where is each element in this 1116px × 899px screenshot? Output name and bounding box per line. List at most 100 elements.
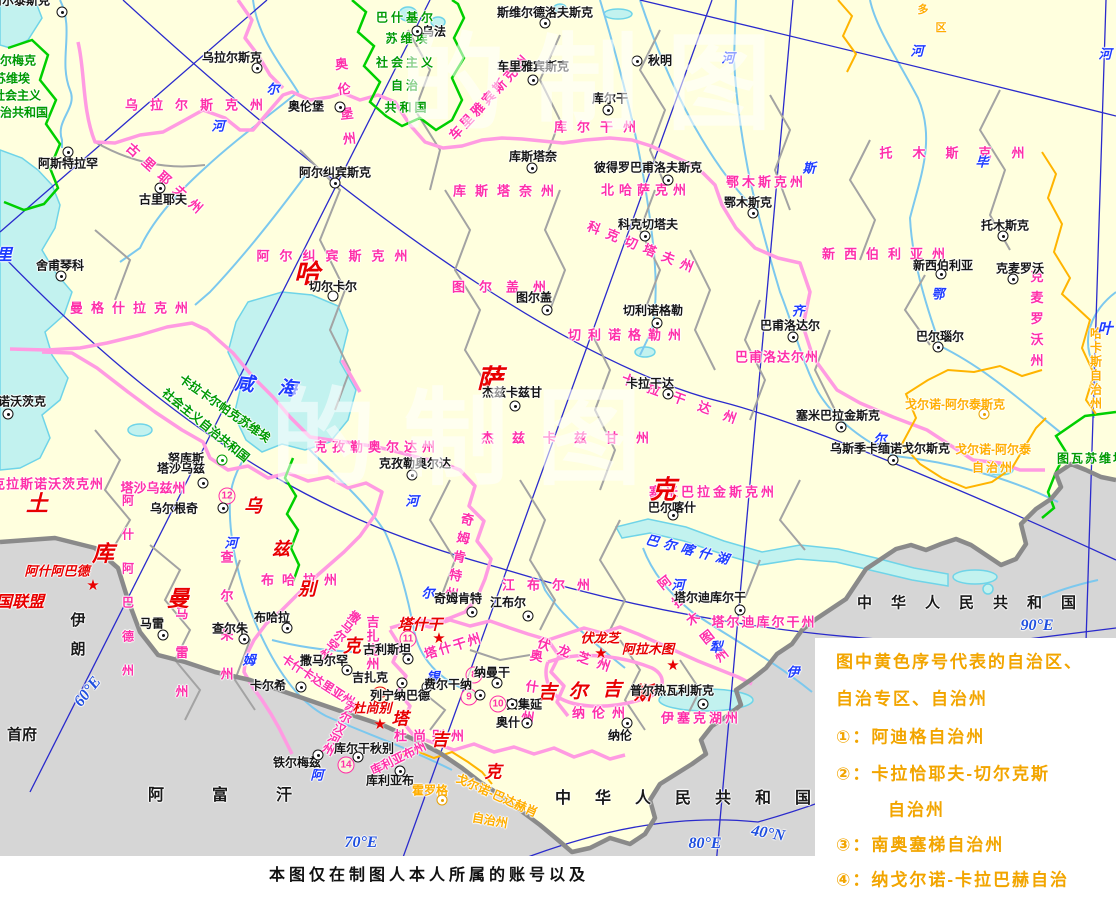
oblast-label: 伊塞克湖州 (660, 710, 742, 726)
city-marker (411, 25, 423, 37)
city-marker (491, 677, 503, 689)
city-label: 查尔朱 (211, 621, 249, 636)
city-marker (787, 331, 799, 343)
city-label: 巴尔喀什 (647, 500, 697, 515)
city-label: 努库斯 (167, 451, 205, 466)
city-marker (474, 689, 486, 701)
circled-number: 8 (465, 666, 483, 684)
oblast-label: 克麦罗沃州 (1028, 269, 1044, 375)
capital-star-marker: ★ (86, 577, 100, 594)
city-label: 卡尔希 (249, 678, 287, 693)
city-marker (506, 698, 518, 710)
city-marker (334, 101, 346, 113)
legend-line: ②：卡拉恰耶夫-切尔克斯 (836, 764, 1051, 784)
water-label: 叶 (1097, 320, 1113, 338)
circled-number: 13 (371, 686, 389, 704)
city-marker (539, 17, 551, 29)
city-label: 铁尔梅兹 (272, 755, 322, 770)
legend-line: 图中黄色序号代表的自治区、 (836, 652, 1083, 672)
oblast-label: 切利诺格勒州 (567, 327, 689, 343)
republic-label: 塔什干 (397, 616, 443, 634)
water-label: 河 (1098, 46, 1112, 62)
water-label: 斯 (802, 160, 816, 176)
republic-label: 萨 (476, 363, 504, 394)
city-marker (509, 400, 521, 412)
city-marker (402, 653, 414, 665)
city-marker (406, 469, 418, 481)
city-marker (631, 55, 643, 67)
city-marker (621, 717, 633, 729)
city-marker (639, 230, 651, 242)
capital-star-marker: ★ (594, 645, 608, 662)
city-marker (526, 162, 538, 174)
autonomous-label: 自治州 (971, 460, 1015, 475)
oblast-label: 北哈萨克州 (600, 182, 692, 198)
city-label: 布哈拉 (253, 610, 291, 625)
oblast-label: 乌拉尔斯克州 (124, 97, 276, 113)
assr-borders (3, 0, 1116, 583)
oblast-label: 杰兹卡兹甘州 (480, 430, 668, 446)
water-label: 犁 (709, 639, 723, 655)
city-label: 乌尔根奇 (149, 501, 199, 516)
oblast-label: 查尔朱州 (218, 550, 234, 706)
city-marker (1007, 273, 1019, 285)
city-label: 阿尔纠宾斯克 (298, 165, 372, 180)
city-label: 江布尔 (489, 595, 527, 610)
city-marker (62, 146, 74, 158)
republic-label: 阿拉木图 (621, 641, 675, 657)
oblast-label: 马雷州 (173, 606, 189, 724)
assr-label: 巴什基尔 (375, 10, 437, 25)
republic-label: 哈 (293, 258, 321, 289)
water-label: 姆 (242, 652, 256, 668)
city-marker (55, 270, 67, 282)
water-label: 里 (0, 241, 12, 265)
city-marker (436, 794, 448, 806)
republic-label: 吉 (537, 682, 557, 704)
lakes (0, 0, 1014, 712)
legend-line: ④：纳戈尔诺-卡拉巴赫自治 (836, 870, 1070, 890)
oblast-label: 布哈拉州 (260, 572, 346, 588)
republic-label: 乌 (244, 496, 262, 516)
city-label: 舍甫琴科 (35, 258, 85, 273)
city-label: 纳伦 (607, 728, 633, 743)
country-label: 中华人民共和国 (856, 594, 1096, 612)
autonomous-borders (393, 0, 1097, 785)
city-label: 奇姆肯特 (433, 591, 483, 606)
city-marker (667, 509, 679, 521)
water-label: 河 (224, 535, 238, 551)
city-label: 乌法 (421, 24, 447, 39)
republic-label: 兹 (272, 539, 290, 559)
republic-label: 克 (649, 474, 677, 505)
city-marker (329, 177, 341, 189)
assr-label: 卡尔梅克 (0, 53, 37, 68)
assr-label: 共和国 (384, 100, 430, 115)
assr-label: 图瓦苏维埃 (1056, 451, 1116, 466)
water-label: 尔 (266, 81, 280, 97)
state-border (0, 461, 1116, 855)
water-label: 鄂 (931, 286, 945, 302)
oblast-label: 塞米巴拉金斯克州 (648, 484, 778, 500)
city-marker (352, 751, 364, 763)
republic-label: 国联盟 (0, 594, 45, 611)
city-label: 克孜勒奥尔达 (378, 456, 452, 471)
city-label: 马雷 (139, 616, 165, 631)
capital-star-marker: ★ (432, 630, 446, 647)
assr-label: 苏维埃 (0, 71, 31, 86)
water-label: 河 (910, 43, 924, 59)
republic-label: 克 (484, 762, 502, 782)
city-label: 库尔干秋别 (333, 741, 395, 756)
city-marker (327, 290, 339, 302)
city-marker (281, 622, 293, 634)
water-label: 尔 (873, 431, 887, 447)
legend-box: 图中黄色序号代表的自治区、 自治专区、自治州 ①：阿迪格自治州 ②：卡拉恰耶夫-切尔克… (815, 638, 1116, 899)
city-label: 车里雅宾斯克 (496, 59, 570, 74)
assr-label: 社会主义 (0, 88, 42, 103)
legend-line: 自治州 (888, 800, 945, 820)
country-label: 首府 (6, 726, 38, 744)
city-marker (394, 765, 406, 777)
city-marker (2, 408, 14, 420)
city-label: 巴尔瑙尔 (915, 329, 965, 344)
circled-number: 14 (337, 756, 355, 774)
